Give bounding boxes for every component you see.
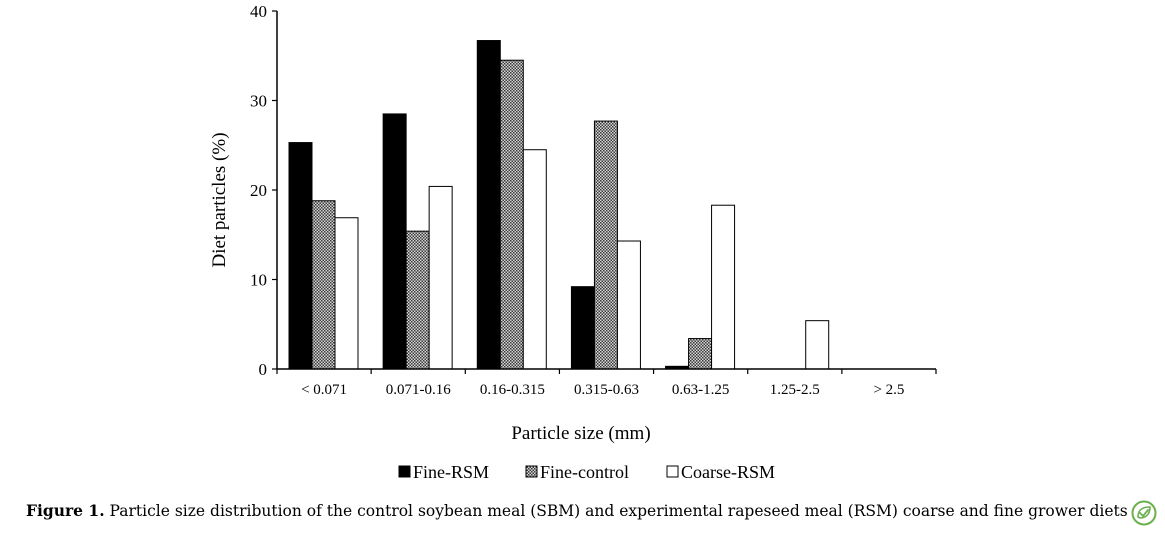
x-tick-label: 1.25-2.5 (770, 382, 820, 398)
bar-coarse-rsm-0 (334, 217, 359, 370)
plot-area: 0 10 20 30 40 < 0.071 0.071-0.16 0.16-0.315 0.31… (250, 2, 937, 398)
legend-label: Coarse-RSM (681, 462, 775, 482)
legend-swatch-coarse-rsm (666, 465, 679, 478)
bar-coarse-rsm-4 (711, 204, 736, 370)
x-tick-label: < 0.071 (301, 382, 347, 398)
y-axis-label: Diet particles (%) (209, 132, 230, 267)
y-tick-label: 20 (250, 181, 267, 200)
bar-fine-control-4 (688, 338, 713, 370)
y-tick-label: 0 (259, 360, 268, 379)
y-tick-label: 30 (250, 92, 267, 111)
bar-fine-control-1 (405, 230, 430, 370)
leaf-check-icon (1131, 500, 1157, 526)
x-tick-label: 0.16-0.315 (480, 382, 545, 398)
figure-caption: Figure 1. Particle size distribution of … (26, 501, 1128, 520)
bar-coarse-rsm-3 (616, 240, 641, 370)
bar-fine-rsm-3 (570, 286, 595, 370)
chart: 0 10 20 30 40 < 0.071 0.071-0.16 0.16-0.315 0.31… (209, 2, 937, 482)
x-tick-label: > 2.5 (873, 382, 904, 398)
legend-swatch-fine-rsm (398, 465, 411, 478)
legend-label: Fine-RSM (413, 462, 489, 482)
bar-fine-control-0 (311, 200, 336, 370)
x-axis-label: Particle size (mm) (511, 423, 650, 444)
bar-fine-rsm-2 (476, 40, 501, 370)
y-tick-label: 10 (250, 271, 267, 290)
figure-caption-text: Particle size distribution of the contro… (104, 502, 1128, 520)
x-tick-label: 0.315-0.63 (574, 382, 639, 398)
figure-label: Figure 1. (26, 501, 105, 520)
bar-fine-control-3 (593, 120, 618, 370)
y-tick-label: 40 (250, 2, 267, 21)
bar-fine-rsm-1 (382, 113, 407, 370)
legend: Fine-RSM Fine-control Coarse-RSM (398, 462, 775, 482)
bar-coarse-rsm-5 (805, 320, 830, 370)
x-tick-label: 0.071-0.16 (386, 382, 451, 398)
bar-coarse-rsm-1 (428, 185, 453, 370)
bar-fine-control-2 (499, 59, 524, 370)
x-tick-label: 0.63-1.25 (672, 382, 730, 398)
bar-coarse-rsm-2 (522, 149, 547, 370)
legend-label: Fine-control (540, 462, 629, 482)
bar-fine-rsm-0 (288, 142, 313, 370)
legend-swatch-fine-control (525, 465, 538, 478)
